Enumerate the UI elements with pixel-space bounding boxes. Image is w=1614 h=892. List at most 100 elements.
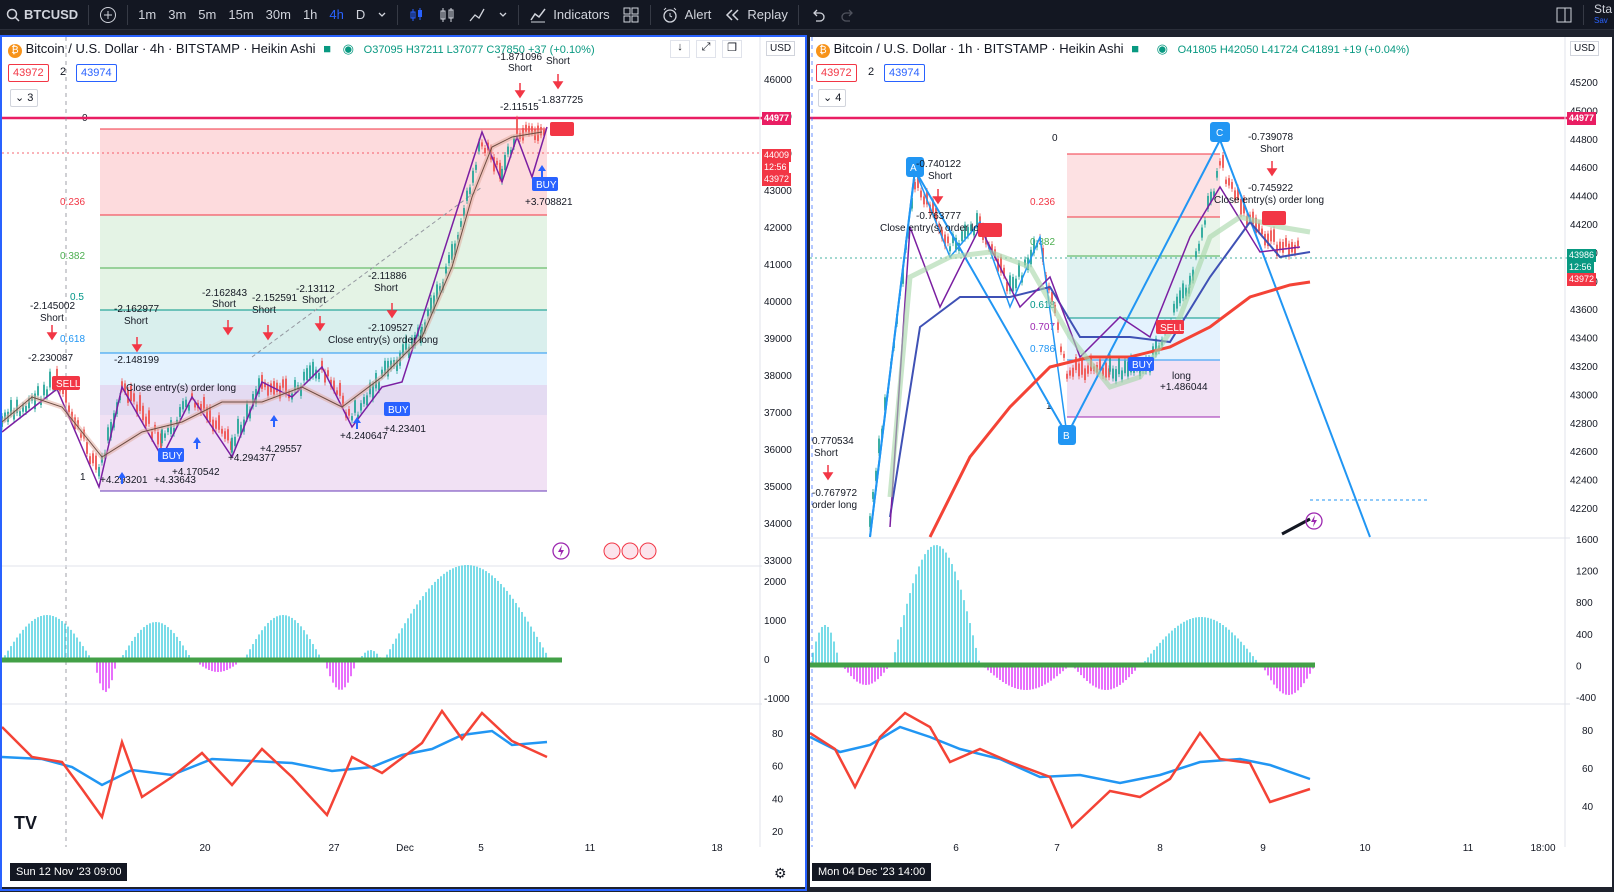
price-tick-label: 44800 [1570, 135, 1598, 146]
eye-icon[interactable]: ◉ [1156, 41, 1169, 56]
candle-body [932, 199, 934, 215]
candle-body [1210, 191, 1212, 203]
eye-icon[interactable]: ◉ [342, 41, 355, 56]
fib-label-1: 1 [80, 472, 86, 483]
interval-5m[interactable]: 5m [198, 7, 217, 22]
candle-body [188, 404, 190, 411]
osc-tick-label: 0 [764, 655, 770, 666]
abc-pattern-leg [869, 169, 916, 538]
left-osc-axis[interactable]: 2000 1000 0 -1000 [764, 577, 790, 705]
chart-type-dropdown[interactable] [492, 0, 514, 30]
right-rsi-axis[interactable]: 80 60 40 [1582, 726, 1594, 813]
candle-body [911, 197, 913, 209]
redo-button[interactable] [833, 0, 863, 30]
left-collapse-toggle[interactable]: ⌄ 3 [10, 89, 39, 107]
layouts-button[interactable] [616, 0, 646, 30]
compare-button[interactable] [93, 0, 123, 30]
right-currency[interactable]: USD [1570, 41, 1600, 56]
candle-body [145, 416, 147, 427]
symbol-search[interactable]: BTCUSD [0, 0, 84, 30]
left-rsi-axis[interactable]: 80 60 40 20 [772, 729, 784, 838]
interval-dropdown[interactable] [371, 0, 393, 30]
annotation-text: Short [252, 305, 276, 316]
left-title[interactable]: Bitcoin / U.S. Dollar · 4h · BITSTAMP · … [25, 41, 316, 56]
candle-body [1087, 365, 1089, 374]
arrow-down-icon[interactable]: ↓ [670, 40, 690, 58]
right-time-axis[interactable]: 6 7 8 9 10 11 18:00 [953, 843, 1556, 854]
buy-signal[interactable] [1128, 357, 1154, 371]
flag-icon[interactable] [603, 542, 621, 560]
time-tick-label: 6 [953, 843, 959, 854]
right-bid-badge[interactable]: 43972 [816, 64, 857, 82]
left-zigzag [2, 126, 548, 490]
flag-icon[interactable] [639, 542, 657, 560]
interval-d[interactable]: D [355, 7, 366, 22]
undo-button[interactable] [803, 0, 833, 30]
interval-4h[interactable]: 4h [329, 7, 344, 22]
sell-signal[interactable] [1156, 320, 1184, 334]
sell-signal[interactable] [978, 223, 1002, 237]
maximize-icon[interactable]: ⤢ [696, 40, 716, 58]
left-currency[interactable]: USD [766, 41, 796, 56]
candle-body [142, 405, 144, 421]
lightning-icon[interactable] [552, 542, 570, 560]
interval-3m[interactable]: 3m [168, 7, 187, 22]
bars-style-button[interactable] [402, 0, 432, 30]
candle-body [363, 397, 365, 404]
right-chart-svg[interactable]: 0 0.236 0.382 0.618 0.707 0.786 1 A B C … [810, 37, 1612, 887]
candle-body [496, 160, 498, 165]
left-bid-badge[interactable]: 43972 [8, 64, 49, 82]
sell-signal[interactable] [52, 376, 80, 390]
annotation-text: -2.13112 [296, 284, 335, 295]
restore-icon[interactable]: ❐ [722, 40, 742, 58]
right-ask-badge[interactable]: 43974 [884, 64, 925, 82]
last-price-tag: 44009 [762, 149, 792, 162]
sell-signal[interactable] [1262, 211, 1286, 225]
save-button[interactable]: Sta Sav [1588, 0, 1614, 30]
left-ask-badge[interactable]: 43974 [76, 64, 117, 82]
indicators-button[interactable]: Indicators [523, 0, 615, 30]
left-chart-panel[interactable]: 0 0.236 0.382 0.5 0.618 1 -2.145002 Shor… [2, 37, 805, 887]
right-title[interactable]: Bitcoin / U.S. Dollar · 1h · BITSTAMP · … [833, 41, 1124, 56]
pattern-point-c[interactable] [1210, 122, 1230, 142]
flag-icon[interactable] [621, 542, 639, 560]
price-tick-label: 35000 [764, 482, 792, 493]
left-time-axis[interactable]: 20 27 Dec 5 11 18 [199, 843, 723, 854]
annotation-text: +4.29557 [260, 444, 302, 455]
panel-toggle-button[interactable] [1549, 0, 1579, 30]
candles-style-button[interactable] [432, 0, 462, 30]
osc-tick-label: 1600 [1576, 535, 1599, 546]
settings-icon[interactable]: ⚙ [774, 865, 787, 881]
right-osc-axis[interactable]: 1600 1200 800 400 0 -400 [1576, 535, 1599, 704]
tradingview-logo[interactable]: TV [14, 813, 37, 833]
buy-signal[interactable] [532, 177, 558, 191]
sell-signal[interactable] [550, 122, 574, 136]
right-legend: ₿ Bitcoin / U.S. Dollar · 1h · BITSTAMP … [816, 41, 1409, 58]
interval-30m[interactable]: 30m [265, 7, 291, 22]
fib-label-618: 0.618 [1030, 300, 1055, 311]
right-price-axis[interactable]: 4520045000448004460044400442004400043800… [1570, 78, 1598, 515]
right-chart-panel[interactable]: 0 0.236 0.382 0.618 0.707 0.786 1 A B C … [810, 37, 1612, 887]
interval-1h[interactable]: 1h [302, 7, 318, 22]
price-tick-label: 44200 [1570, 220, 1598, 231]
candle-body [493, 156, 495, 172]
lightning-icon[interactable] [1305, 512, 1323, 530]
buy-signal[interactable] [384, 402, 410, 416]
annotation-text: -0.740122 [916, 159, 961, 170]
interval-1m[interactable]: 1m [138, 7, 157, 22]
left-chart-svg[interactable]: 0 0.236 0.382 0.5 0.618 1 -2.145002 Shor… [2, 37, 805, 887]
lightning-glyph [558, 545, 564, 557]
pattern-label-c: C [1216, 128, 1223, 139]
right-collapse-toggle[interactable]: ⌄ 4 [818, 89, 847, 107]
alert-button[interactable]: Alert [655, 0, 718, 30]
right-oscillator-histogram [812, 545, 1314, 695]
interval-15m[interactable]: 15m [228, 7, 254, 22]
annotation-text: -2.109527 [368, 323, 413, 334]
buy-signal[interactable] [158, 448, 184, 462]
pattern-point-a[interactable] [906, 157, 924, 177]
candle-body [130, 385, 132, 402]
replay-button[interactable]: Replay [717, 0, 793, 30]
pattern-point-b[interactable] [1058, 425, 1076, 445]
line-style-button[interactable] [462, 0, 492, 30]
grid-icon [623, 7, 639, 22]
